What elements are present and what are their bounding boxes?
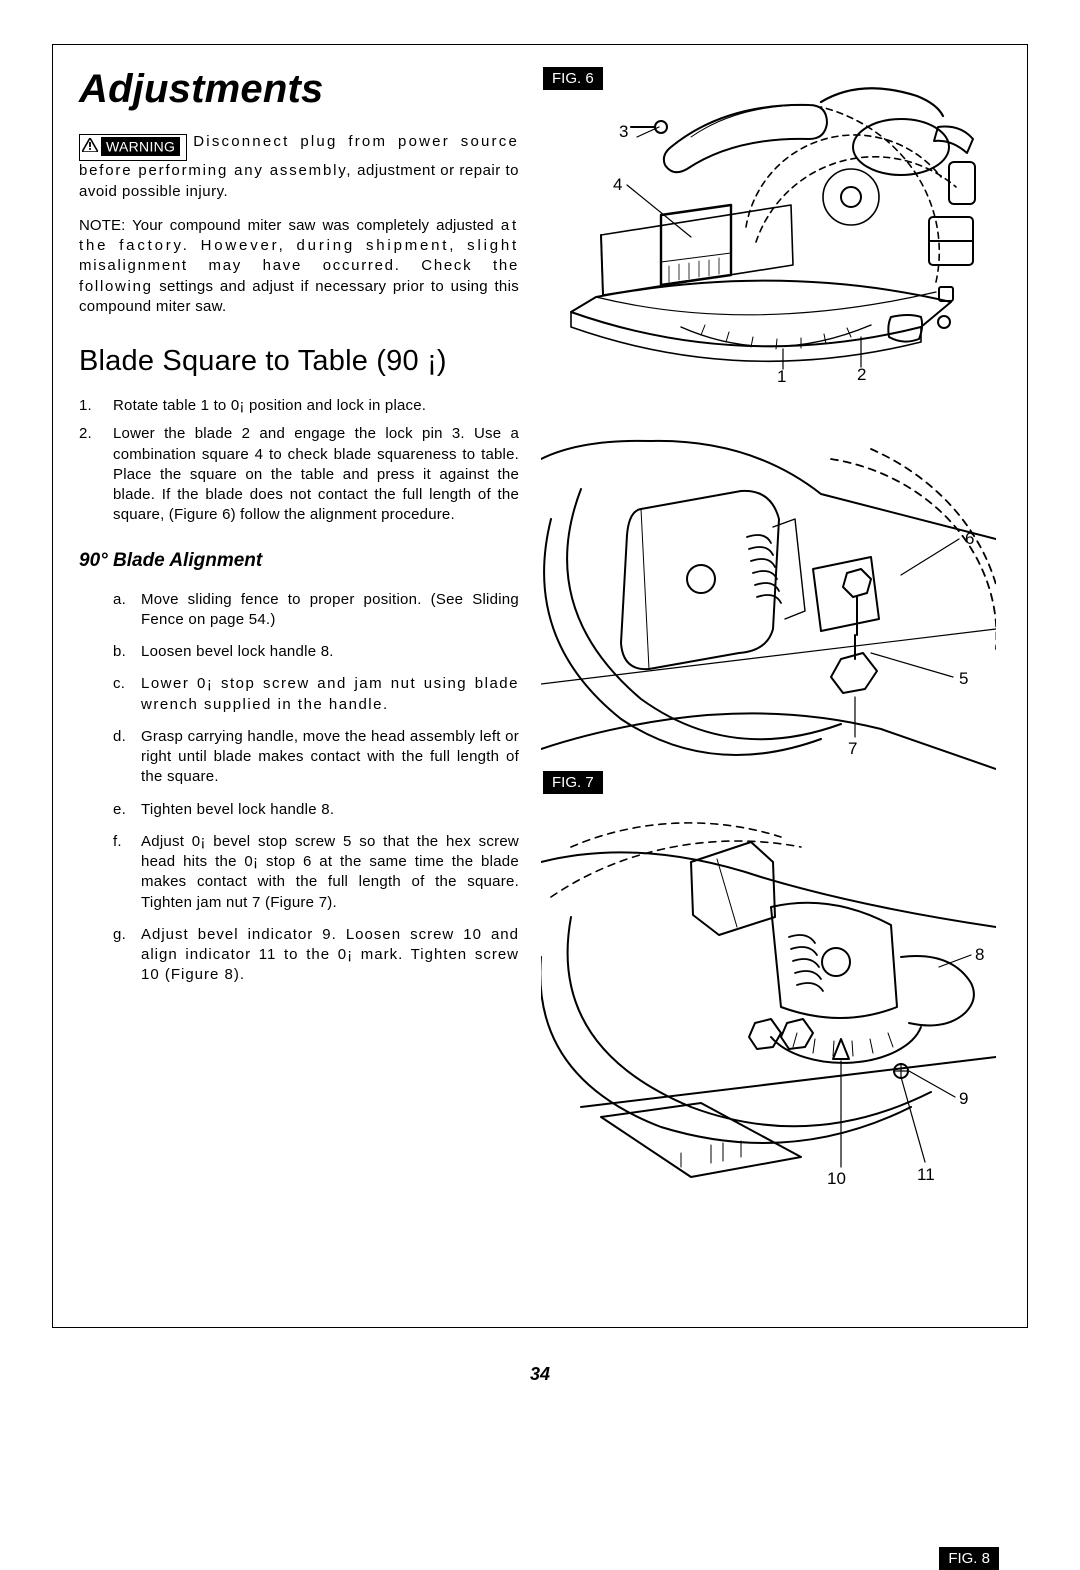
step-1: Rotate table 1 to 0¡ position and lock i… bbox=[79, 396, 519, 416]
substep-text: Adjust bevel indicator 9. Loosen screw 1… bbox=[141, 926, 519, 984]
warning-badge: WARNING bbox=[79, 134, 187, 161]
substep-f: f. Adjust 0¡ bevel stop screw 5 so that t… bbox=[113, 832, 519, 913]
substep-text: Lower 0¡ stop screw and jam nut using bl… bbox=[141, 675, 519, 712]
callout-11: 11 bbox=[917, 1165, 935, 1185]
warning-text-line1: Disconnect plug from power source bbox=[193, 133, 519, 150]
numbered-steps: Rotate table 1 to 0¡ position and lock i… bbox=[79, 396, 519, 526]
callout-5: 5 bbox=[959, 669, 968, 689]
substep-d: d. Grasp carrying handle, move the head a… bbox=[113, 727, 519, 788]
callout-6: 6 bbox=[965, 529, 974, 549]
note-l1: NOTE: Your compound miter saw was comple… bbox=[79, 217, 494, 234]
figure-8-illustration bbox=[541, 807, 996, 1217]
callout-8: 8 bbox=[975, 945, 984, 965]
substep-marker: d. bbox=[113, 727, 126, 747]
substep-marker: f. bbox=[113, 832, 122, 852]
left-column: Adjustments WARNING Disconnect plug from… bbox=[79, 67, 519, 1317]
substep-text: Loosen bevel lock handle 8. bbox=[141, 643, 334, 660]
figure-6: FIG. 6 bbox=[541, 67, 1001, 387]
substep-marker: g. bbox=[113, 925, 126, 945]
sub-heading: 90° Blade Alignment bbox=[79, 550, 519, 572]
page-title: Adjustments bbox=[79, 67, 519, 112]
substep-a: a. Move sliding fence to proper position.… bbox=[113, 590, 519, 631]
callout-2: 2 bbox=[857, 365, 866, 385]
substep-text: Grasp carrying handle, move the head ass… bbox=[141, 728, 519, 786]
page-number: 34 bbox=[0, 1364, 1080, 1385]
callout-10: 10 bbox=[827, 1169, 846, 1189]
alpha-steps: a. Move sliding fence to proper position.… bbox=[79, 590, 519, 986]
callout-1: 1 bbox=[777, 367, 786, 387]
figure-6-label: FIG. 6 bbox=[543, 67, 603, 90]
substep-text: Tighten bevel lock handle 8. bbox=[141, 801, 334, 818]
callout-9: 9 bbox=[959, 1089, 968, 1109]
figure-7: FIG. 7 bbox=[541, 419, 1001, 779]
right-column: FIG. 6 bbox=[541, 67, 1001, 1317]
figure-8-label: FIG. 8 bbox=[939, 1547, 999, 1570]
warning-triangle-icon bbox=[82, 138, 98, 158]
substep-text: Adjust 0¡ bevel stop screw 5 so that the… bbox=[141, 833, 519, 911]
warning-label: WARNING bbox=[101, 137, 180, 156]
substep-c: c. Lower 0¡ stop screw and jam nut using … bbox=[113, 674, 519, 715]
content-frame: Adjustments WARNING Disconnect plug from… bbox=[52, 44, 1028, 1328]
warning-text-line2: before performing any assembly, bbox=[79, 162, 352, 179]
substep-marker: b. bbox=[113, 642, 126, 662]
step-2: Lower the blade 2 and engage the lock pi… bbox=[79, 424, 519, 525]
figure-6-illustration bbox=[541, 67, 996, 387]
callout-4: 4 bbox=[613, 175, 622, 195]
callout-3: 3 bbox=[619, 122, 628, 142]
substep-e: e. Tighten bevel lock handle 8. bbox=[113, 800, 519, 820]
section-heading: Blade Square to Table (90 ¡) bbox=[79, 345, 519, 378]
substep-marker: c. bbox=[113, 674, 125, 694]
substep-g: g. Adjust bevel indicator 9. Loosen screw… bbox=[113, 925, 519, 986]
figure-7-label: FIG. 7 bbox=[543, 771, 603, 794]
note-paragraph: NOTE: Your compound miter saw was comple… bbox=[79, 216, 519, 317]
two-column-layout: Adjustments WARNING Disconnect plug from… bbox=[79, 67, 1001, 1317]
substep-marker: e. bbox=[113, 800, 126, 820]
substep-marker: a. bbox=[113, 590, 126, 610]
figure-7-illustration bbox=[541, 419, 996, 779]
page: Adjustments WARNING Disconnect plug from… bbox=[0, 0, 1080, 1397]
callout-7: 7 bbox=[848, 739, 857, 759]
substep-text: Move sliding fence to proper position. (… bbox=[141, 591, 519, 628]
substep-b: b. Loosen bevel lock handle 8. bbox=[113, 642, 519, 662]
figure-8: FIG. 8 bbox=[541, 807, 1001, 1217]
warning-paragraph: WARNING Disconnect plug from power sourc… bbox=[79, 132, 519, 202]
